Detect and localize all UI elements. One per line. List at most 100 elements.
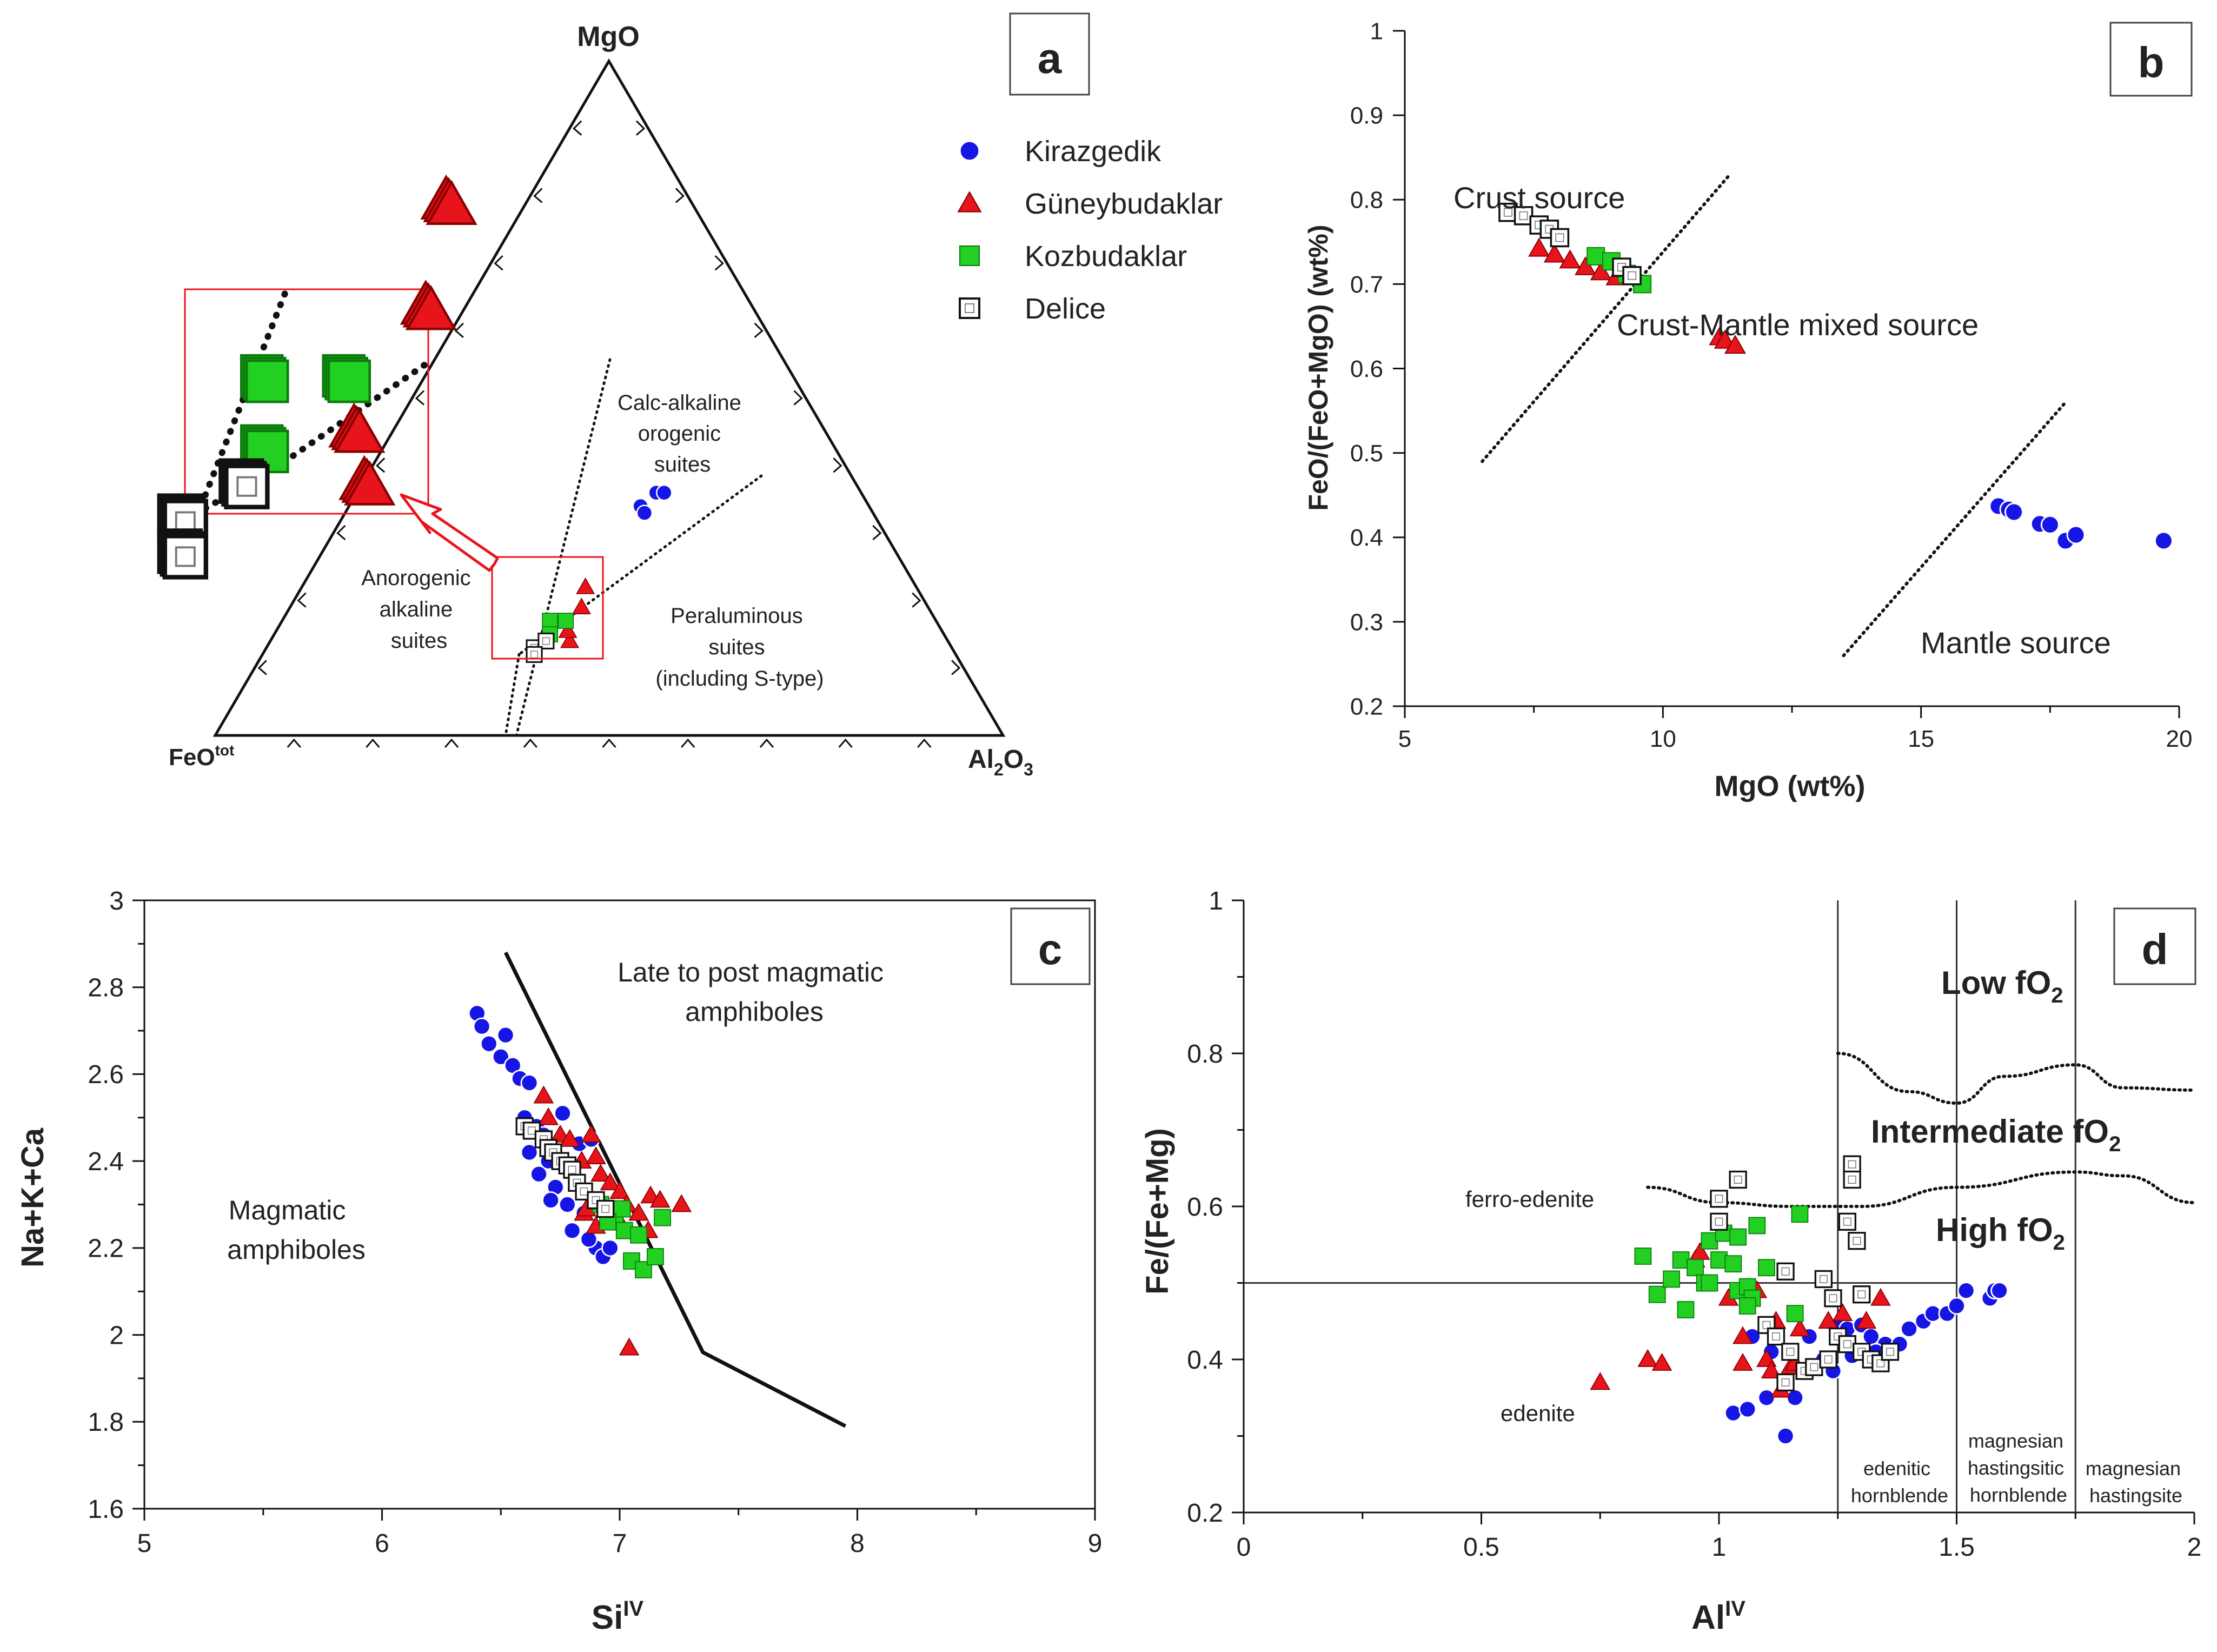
label-intermediate-fo2: Intermediate fO2 [1871,1113,2121,1156]
ternary-tick-bottom [759,738,774,748]
y-tick-label: 0.4 [1350,525,1383,551]
c-point-kirazgedik [520,1143,539,1162]
y-tick-label: 2.8 [88,974,124,1003]
ternary-point-delice [526,646,543,663]
label-ferro-edenite: ferro-edenite [1465,1186,1594,1212]
c-point-kirazgedik [601,1239,619,1257]
d-point-delice [1767,1327,1785,1346]
y-tick-label: 2.4 [88,1147,124,1176]
x-tick-label: 7 [613,1529,627,1558]
d-point-delice [1838,1212,1856,1231]
legend-marker-kirazgedik [959,140,980,162]
ternary-tick-left [415,390,425,406]
ternary-tick-bottom [602,738,616,748]
d-point-delice-outer [1853,1285,1871,1304]
label-high-fo2: High fO2 [1936,1212,2065,1255]
y-tick-label: 0.9 [1350,103,1383,129]
d-point-delice-inner [1715,1217,1723,1226]
d-point-kozbudaklar [1634,1248,1652,1265]
d-point-delice-inner [1786,1348,1795,1356]
x-tick-label: 20 [2166,726,2193,752]
y-tick-label: 0.5 [1350,440,1383,467]
d-point-guneybudaklar [1761,1361,1782,1379]
ternary-tick-left [297,592,307,608]
ternary-tick-right [833,457,842,473]
ternary-tick-bottom [366,738,380,748]
d-point-delice [1843,1170,1861,1189]
d-point-kozbudaklar [1648,1285,1666,1303]
ternary-apex-feo: FeOtot [169,742,234,771]
d-point-delice-outer [1776,1262,1795,1281]
ternary-point-delice-inner [542,637,550,645]
b-point-delice-outer [1622,266,1642,286]
panel-c-xlabel: SiIV [592,1597,644,1636]
panel-c-plot: 5 6 7 8 9 1.6 1.8 2 2.2 2.4 2.6 2.8 3 [88,887,1102,1558]
c-point-kirazgedik [563,1222,581,1240]
d-point-delice-inner [1819,1275,1828,1283]
magmatic-boundary-line [503,951,847,1428]
legend-marker-guneybudaklar [957,191,982,213]
panel-b-xlabel: MgO (wt%) [1715,770,1866,802]
ternary-point-delice [537,632,555,649]
d-point-delice-inner [1715,1195,1723,1203]
ternary-tick-left [494,255,503,271]
d-point-delice-inner [1810,1363,1818,1371]
fo2-curve-upper [1836,1052,2196,1105]
b-point-delice-inner [1628,271,1637,280]
zoom-source-box [491,556,604,660]
region-crust-mantle: Crust-Mantle mixed source [1617,308,1979,342]
legend-marker-kozbudaklar [959,245,980,267]
d-point-guneybudaklar [1733,1326,1753,1344]
y-tick-label: 1 [1370,18,1383,44]
label-low-fo2: Low fO2 [1941,965,2063,1007]
b-point-kirazgedik [2040,515,2060,534]
boundary-line [504,653,521,737]
y-tick-label: 2 [109,1321,124,1350]
d-point-delice-outer [1843,1170,1861,1189]
d-point-guneybudaklar [1733,1353,1753,1371]
ternary-tick-left [572,120,582,136]
inset-point-kozbudaklar [327,359,371,403]
d-point-delice-inner [1876,1359,1885,1368]
d-point-kozbudaklar [1757,1259,1775,1277]
y-tick-label: 0.7 [1350,271,1383,298]
c-point-delice-outer [587,1191,605,1210]
d-point-kirazgedik [1957,1282,1975,1299]
panel-b-plot: 5 10 15 20 0.2 0.3 0.4 0.5 0.6 0.7 0.8 0.9 1 [1350,18,2193,752]
d-point-delice-inner [1848,1175,1856,1184]
d-point-delice-inner [1734,1175,1742,1184]
d-point-kozbudaklar [1724,1255,1742,1273]
b-point-guneybudaklar [1543,243,1565,263]
d-point-delice-outer [1729,1170,1747,1189]
panel-d-plot: 0 0.5 1 1.5 2 0.2 0.4 0.6 0.8 1 [1187,887,2201,1562]
d-point-delice [1819,1350,1837,1369]
d-point-delice [1848,1232,1866,1250]
d-point-delice-inner [1829,1294,1837,1303]
legend-marker-delice-outer [959,297,980,319]
d-point-delice [1776,1373,1795,1392]
region-mantle-source: Mantle source [1921,626,2111,660]
d-point-kozbudaklar [1729,1228,1747,1246]
d-point-delice [1781,1343,1800,1361]
source-boundary-line [1842,400,2067,658]
d-point-guneybudaklar [1856,1311,1877,1329]
d-point-kirazgedik [1948,1297,1966,1315]
d-point-delice-outer [1848,1232,1866,1250]
b-point-guneybudaklar [1590,261,1612,281]
b-point-kirazgedik [2004,502,2023,522]
inset-point-kozbudaklar [245,359,289,403]
ternary-point-guneybudaklar [572,598,591,614]
c-point-kozbudaklar [630,1226,648,1244]
ternary-apex-al2o3: Al2O3 [968,745,1033,779]
inset-point-delice-outer [162,534,208,580]
c-point-guneybudaklar [581,1124,602,1143]
ternary-tick-right [951,660,961,675]
d-point-delice [1853,1285,1871,1304]
d-point-delice-outer [1838,1212,1856,1231]
d-point-delice [1843,1155,1861,1173]
panel-a-letter: a [1038,34,1062,82]
legend-marker-delice-inner [965,303,975,314]
panel-c-ylabel: Na+K+Ca [15,1127,50,1268]
d-point-kozbudaklar [1786,1305,1804,1323]
